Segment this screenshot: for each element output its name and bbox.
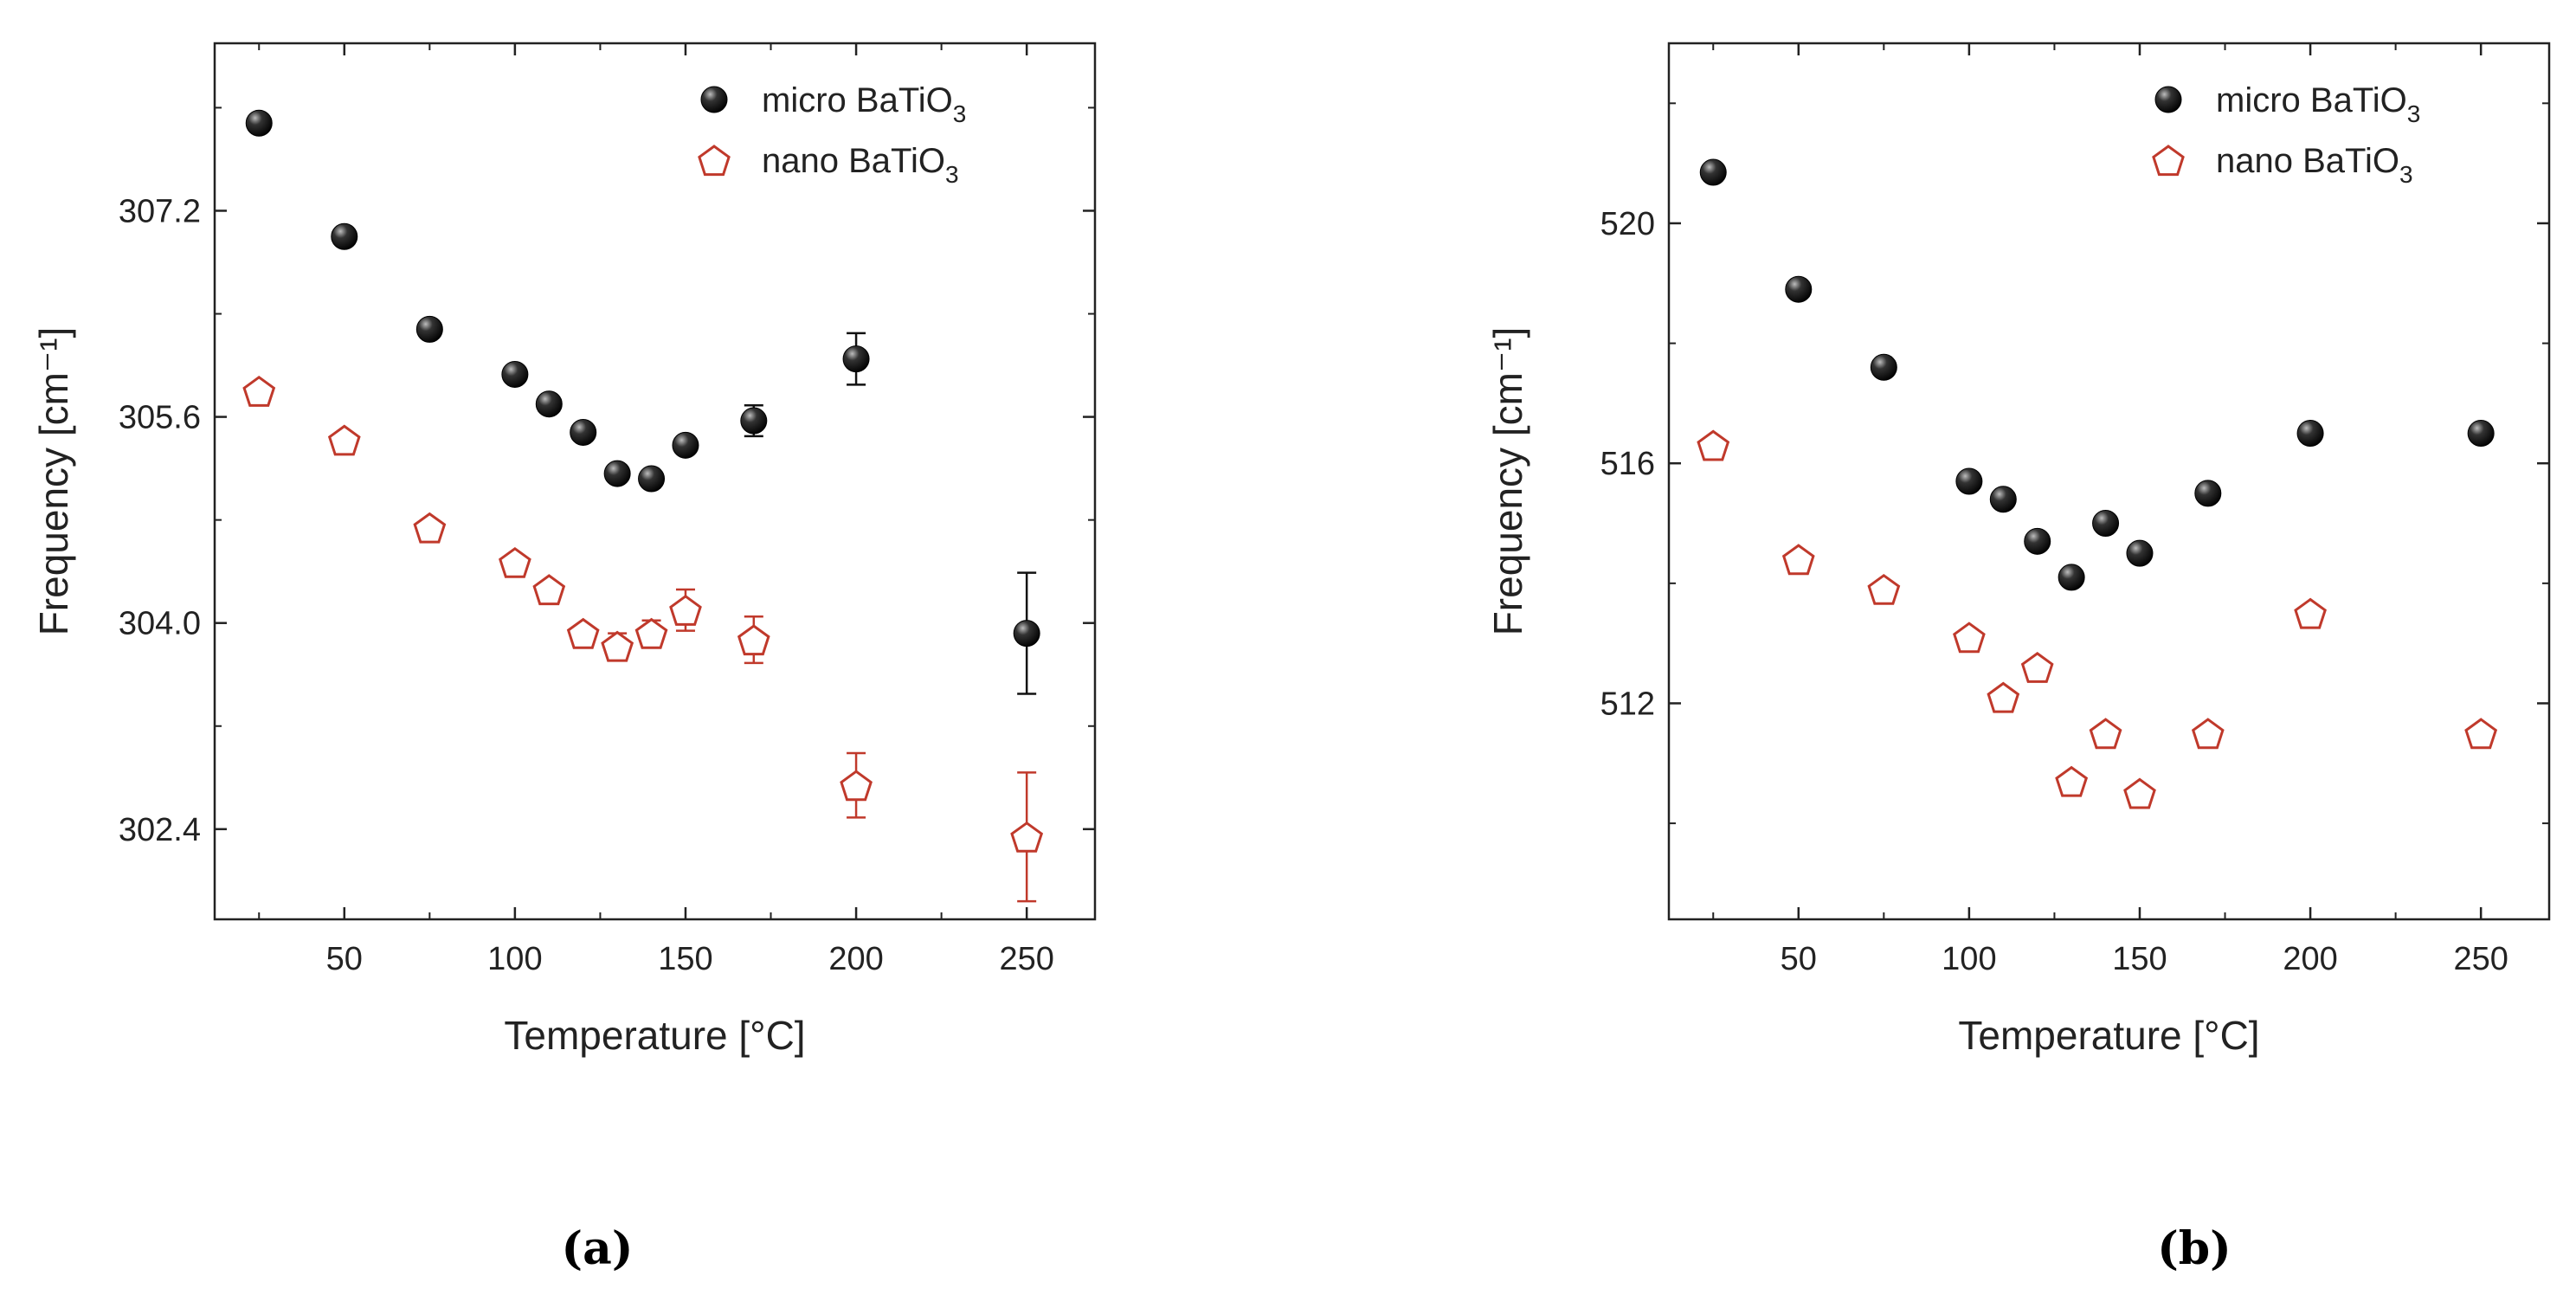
panel-a-micro-point [740,407,768,435]
panel-a-y-axis-label: Frequency [cm⁻¹] [31,327,76,636]
panel-a-micro-point [603,460,631,487]
panel-b-legend-nano-label: nano BaTiO3 [2216,142,2413,188]
panel-b-nano-point [2089,718,2122,750]
panel-b-plot-frame [1667,42,2551,921]
panel-b-y-tick-label: 512 [1600,686,1655,722]
panel-b-micro-point [2024,527,2051,555]
panel-a-legend-nano-marker [698,145,731,177]
panel-a-nano-point [327,424,361,456]
panel-b-legend-nano-marker [2152,145,2185,177]
panel-a-nano-point [601,630,634,662]
panel-a-micro-point [535,390,563,418]
panel-b-nano-point [2020,652,2054,683]
panel-a-plot-frame [213,42,1097,921]
panel-b-x-tick-label: 100 [1942,941,1996,977]
panel-a-micro-point [638,465,666,493]
panel-a-x-tick-label: 50 [326,941,363,977]
panel-b-micro-point [1785,275,1813,303]
panel-a-y-tick-label: 304.0 [119,606,201,642]
panel-b-y-axis-label: Frequency [cm⁻¹] [1485,327,1530,636]
panel-b-nano-point [2294,597,2327,629]
panel-b-label: (b) [2157,1222,2231,1275]
panel-a-y-tick-label: 302.4 [119,812,201,848]
panel-a-x-tick-label: 150 [658,941,712,977]
panel-b-nano-point [1953,622,1986,654]
panel-b-nano-point [1697,429,1730,461]
panel-a-nano-point [840,770,873,802]
panel-b-x-tick-label: 200 [2283,941,2337,977]
panel-b-micro-point [2058,564,2085,591]
panel-a-legend-nano-label: nano BaTiO3 [762,142,959,188]
panel-b-nano-point [1781,544,1815,576]
panel-a-x-tick-label: 100 [487,941,542,977]
panel-a-label: (a) [562,1222,634,1275]
panel-a-micro-point [842,345,870,373]
panel-b-micro-point [1989,486,2017,513]
panel-a-micro-point [501,360,529,388]
panel-a-micro-point [672,431,699,459]
panel-b-x-tick-label: 250 [2453,941,2508,977]
panel-b-legend-micro-marker [2154,86,2182,113]
panel-a-nano-point [737,624,770,656]
panel-b-micro-point [2092,510,2120,538]
panel-b: 50 100 150 200 250 512 516 520 Temperature [°C] F… [1485,42,2551,1275]
panel-b-nano-point [1867,573,1901,605]
panel-b-micro-point [1699,158,1727,186]
panel-a-nano-point [634,617,668,649]
panel-a-legend-micro-label: micro BaTiO3 [762,81,966,127]
panel-b-nano-point [1987,681,2020,713]
panel-b-x-axis-label: Temperature [°C] [1958,1013,2259,1058]
panel-b-micro-point [2126,539,2154,567]
panel-b-x-tick-label: 50 [1781,941,1817,977]
panel-a-x-tick-label: 200 [828,941,883,977]
panel-b-micro-point [2467,420,2495,448]
panel-a-nano-point [413,512,447,544]
panel-a-y-tick-label: 305.6 [119,400,201,436]
panel-a: 50 100 150 200 250 302.4 304.0 305.6 307.2 Temper… [31,42,1097,1275]
panel-a-y-tick-label: 307.2 [119,193,201,229]
panel-a-nano-point [669,594,702,626]
panel-b-nano-point [2123,777,2156,809]
panel-b-micro-point [1955,467,1983,495]
panel-b-x-tick-label: 150 [2112,941,2167,977]
panel-a-x-tick-label: 250 [999,941,1053,977]
panel-a-micro-point [570,418,597,446]
panel-a-x-axis-label: Temperature [°C] [504,1013,805,1058]
panel-b-micro-point [1870,353,1897,381]
panel-b-nano-point [2055,765,2089,797]
panel-a-legend-micro-marker [700,86,728,113]
panel-a-micro-point [245,109,273,137]
panel-b-legend-micro-label: micro BaTiO3 [2216,81,2420,127]
panel-a-nano-point [1010,821,1044,853]
panel-a-micro-point [331,222,358,250]
panel-a-nano-point [566,617,600,649]
panel-a-nano-point [499,546,531,578]
panel-b-y-tick-label: 520 [1600,206,1655,242]
panel-a-micro-point [415,315,443,343]
panel-b-nano-point [2191,718,2225,750]
panel-a-micro-point [1013,620,1040,648]
panel-b-micro-point [2296,420,2324,448]
panel-b-nano-point [2464,718,2498,750]
panel-b-micro-point [2194,480,2222,507]
panel-a-nano-point [532,574,566,606]
panel-b-y-tick-label: 516 [1600,446,1655,482]
panel-a-nano-point [242,375,276,407]
